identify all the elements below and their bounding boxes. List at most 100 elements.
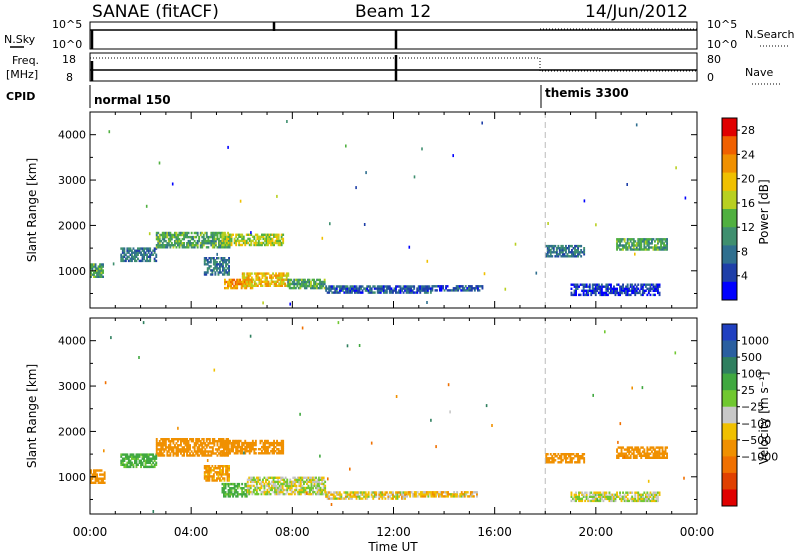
scatter-cell — [150, 453, 153, 456]
scatter-cell — [381, 495, 384, 498]
scatter-cell — [241, 487, 244, 490]
scatter-cell — [277, 243, 280, 247]
scatter-cell — [226, 271, 229, 274]
scatter-cell — [241, 450, 244, 453]
scatter-cell — [288, 280, 291, 284]
scatter-cell — [575, 285, 577, 288]
scatter-cell — [635, 454, 638, 457]
scatter-cell — [399, 285, 402, 288]
scatter-cell — [293, 286, 296, 290]
scatter-cell — [224, 237, 227, 241]
scatter-cell — [372, 495, 375, 498]
scatter-cell — [575, 249, 578, 252]
scatter-cell — [127, 251, 130, 254]
scatter-cell — [232, 233, 234, 236]
scatter-cell — [94, 275, 97, 278]
scatter-cell — [252, 478, 255, 481]
scatter-cell — [187, 442, 190, 445]
scatter-cell — [367, 495, 370, 498]
scatter-cell — [579, 293, 582, 297]
scatter-cell — [208, 440, 211, 443]
scatter-cell — [189, 242, 191, 245]
scatter-cell — [640, 293, 643, 297]
scatter-cell — [276, 237, 278, 241]
scatter-cell — [208, 467, 211, 470]
scatter-cell — [270, 241, 272, 245]
scatter-cell — [266, 278, 268, 281]
beam-title: Beam 12 — [355, 2, 431, 22]
scatter-cell — [248, 445, 251, 449]
scatter-cell — [558, 251, 561, 254]
scatter-cell — [279, 450, 282, 453]
scatter-cell — [561, 251, 564, 254]
scatter-cell — [357, 287, 359, 290]
scatter-cell — [602, 291, 605, 295]
scatter-cell — [201, 444, 204, 447]
scatter-cell — [103, 473, 106, 476]
scatter-cell — [137, 249, 139, 252]
scatter-cell — [565, 244, 567, 248]
scatter-cell — [226, 239, 228, 243]
scatter-cell — [575, 244, 578, 248]
scatter-cell — [144, 459, 147, 462]
scatter-cell — [297, 282, 300, 286]
scatter-cell — [267, 284, 270, 287]
scatter-cell — [431, 493, 434, 496]
scatter-cell — [600, 289, 603, 292]
scatter-cell — [631, 289, 634, 292]
scatter-cell — [250, 443, 253, 447]
scatter-cell — [230, 235, 233, 238]
scatter-cell — [649, 491, 652, 494]
scatter-cell — [328, 291, 331, 294]
scatter-cell — [466, 289, 469, 292]
scatter-cell — [277, 476, 280, 479]
scatter-cell — [268, 443, 271, 447]
scatter-cell — [427, 491, 430, 494]
scatter-cell — [360, 291, 362, 294]
scatter-cell — [551, 455, 554, 458]
colorbar-tick-label: 1000 — [741, 335, 769, 348]
scatter-cell — [192, 235, 195, 239]
colorbar-swatch — [722, 172, 737, 192]
scatter-cell — [638, 240, 641, 243]
scatter-cell — [224, 282, 226, 286]
scatter-cell — [220, 259, 223, 262]
x-tick-label: 16:00 — [477, 525, 512, 539]
scatter-cell — [442, 495, 445, 498]
scatter-cell — [90, 481, 92, 484]
scatter-cell — [561, 255, 564, 258]
scatter-cell — [211, 242, 214, 245]
scatter-cell — [280, 482, 283, 486]
scatter-cell — [161, 235, 164, 239]
scatter-cell — [262, 443, 265, 447]
scatter-cell — [241, 448, 244, 451]
scatter-cell — [207, 237, 210, 241]
scatter-cell — [279, 278, 282, 281]
scatter-cell — [590, 491, 593, 494]
scatter-cell — [242, 443, 245, 447]
scatter-cell — [309, 480, 311, 484]
scatter-cell — [625, 293, 628, 297]
scatter-cell — [625, 246, 628, 249]
scatter-cell — [244, 485, 247, 488]
scatter-cell — [175, 450, 178, 453]
scatter-cell — [552, 453, 555, 456]
scatter-cell — [558, 253, 561, 256]
scatter-cell — [576, 495, 579, 498]
scatter-cell — [647, 244, 650, 247]
scatter-cell — [421, 493, 424, 496]
scatter-cell — [628, 499, 631, 503]
scatter-cell — [198, 438, 201, 441]
scatter-cell — [293, 476, 296, 479]
scatter-cell — [558, 249, 561, 252]
scatter-cell — [334, 495, 337, 498]
scatter-cell — [196, 242, 199, 245]
scatter-cell — [282, 439, 285, 443]
scatter-cell — [198, 446, 201, 449]
scatter-cell — [157, 242, 160, 245]
scatter-cell — [442, 287, 444, 290]
scatter-cell — [280, 476, 283, 479]
scatter-cell — [205, 263, 208, 266]
scatter-cell — [277, 239, 280, 243]
